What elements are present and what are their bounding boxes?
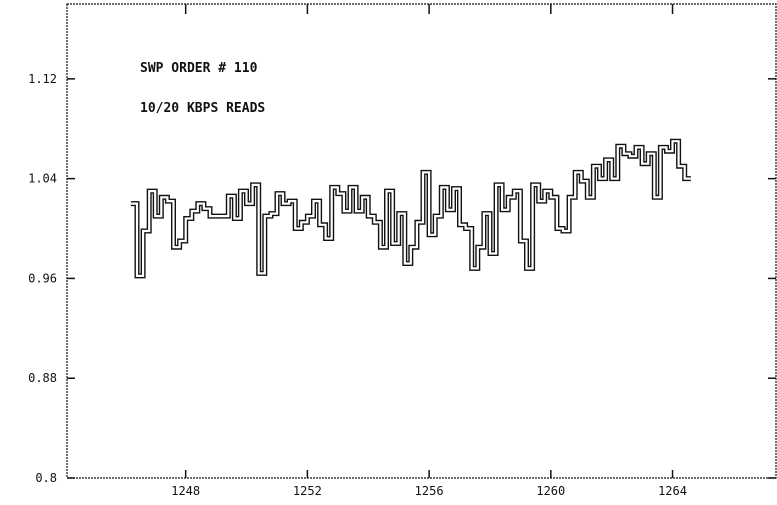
x-tick-label: 1252 <box>293 484 322 498</box>
y-tick-label: 0.8 <box>35 471 57 485</box>
series-line-inner <box>130 140 691 277</box>
y-tick-label: 0.96 <box>28 271 57 285</box>
annotation-reads: 10/20 KBPS READS <box>140 101 265 116</box>
y-tick-label: 0.88 <box>28 371 57 385</box>
data-series <box>130 138 691 279</box>
annotation-order: SWP ORDER # 110 <box>140 61 258 76</box>
plot-border <box>66 3 777 479</box>
x-tick-label: 1260 <box>536 484 565 498</box>
y-tick-label: 1.12 <box>28 72 57 86</box>
y-tick-label: 1.04 <box>28 172 57 186</box>
x-tick-label: 1248 <box>171 484 200 498</box>
x-tick-label: 1256 <box>415 484 444 498</box>
plot-frame <box>66 3 777 479</box>
x-tick-label: 1264 <box>658 484 687 498</box>
axis-ticks: 0.8 0.88 0.96 1.04 1.12 1248 1252 1256 1260 1264 <box>28 4 776 498</box>
